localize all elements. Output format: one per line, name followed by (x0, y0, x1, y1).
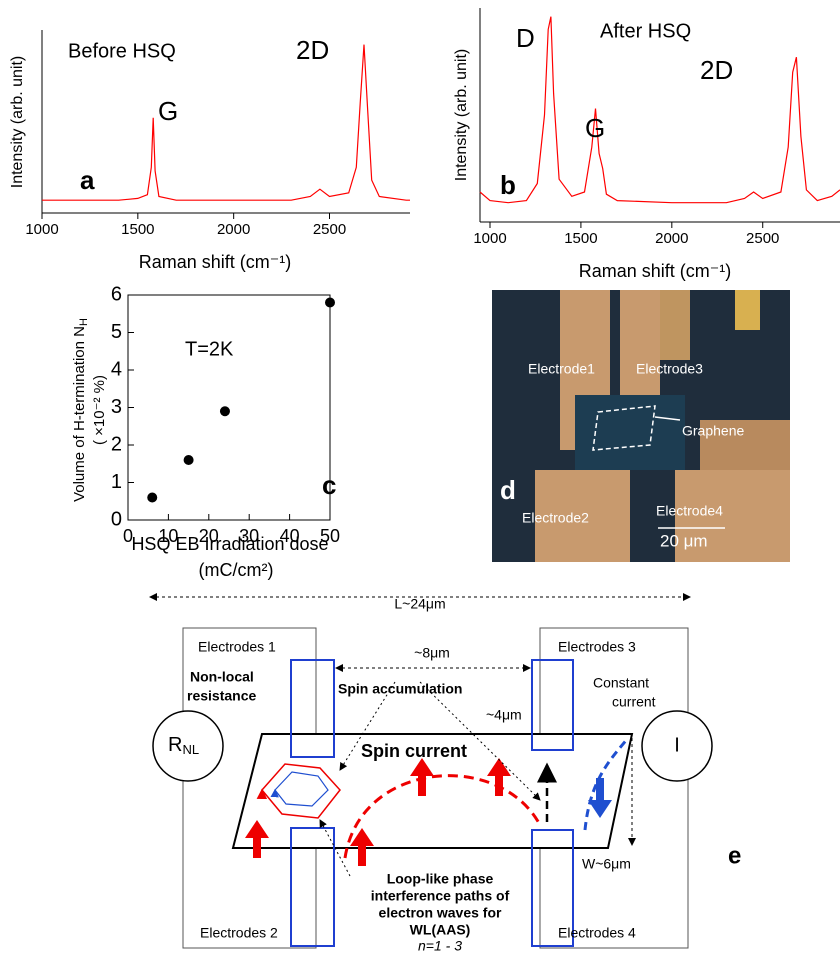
annotation: D (516, 23, 535, 53)
annotation: 2D (296, 35, 329, 65)
gap-label: ~8μm (414, 645, 450, 661)
y-tick-label: 0 (111, 508, 122, 530)
photo-label: Electrode4 (656, 503, 723, 519)
nonlocal-label: resistance (187, 688, 256, 704)
photo-label: Graphene (682, 423, 744, 439)
length-label: L~24μm (394, 596, 445, 612)
y-tick-label: 2 (111, 433, 122, 455)
electrode-label: Electrodes 1 (198, 639, 276, 655)
data-point (147, 493, 157, 503)
constant-current-label: current (612, 694, 656, 710)
photo-label: Electrode1 (528, 361, 595, 377)
annotation: b (500, 170, 516, 200)
loop-label: WL(AAS) (410, 922, 471, 938)
annotation: G (585, 113, 605, 143)
data-point (325, 298, 335, 308)
y-axis-label: Intensity (arb. unit) (453, 49, 470, 182)
y-tick-label: 6 (111, 283, 122, 305)
loop-label: electron waves for (379, 905, 502, 921)
w-label: W~6μm (582, 856, 631, 872)
spin-current-label: Spin current (361, 741, 467, 761)
spectrum-line (42, 45, 410, 201)
x-tick-label: 1500 (121, 221, 154, 238)
loop-label: interference paths of (371, 888, 510, 904)
x-tick-label: 1500 (564, 230, 597, 247)
x-axis-label: Raman shift (cm⁻¹) (579, 261, 732, 281)
y-axis-label-text: Volume of H-termination N (71, 326, 88, 502)
figure: Electrode1 Electrode3 Graphene Electrode… (0, 0, 840, 952)
y-tick-label: 3 (111, 396, 122, 418)
annotation: G (158, 96, 178, 126)
x-tick-label: 2500 (746, 230, 779, 247)
annotation: a (80, 165, 95, 195)
photo-label: Electrode2 (522, 510, 589, 526)
annotation: c (322, 470, 336, 500)
panel-label: d (500, 475, 516, 505)
x-tick-label: 2000 (217, 221, 250, 238)
y-tick-label: 1 (111, 471, 122, 493)
scale-bar-label: 20 μm (660, 531, 708, 550)
data-point (220, 406, 230, 416)
y-axis-label: Intensity (arb. unit) (9, 56, 26, 189)
annotation: 2D (700, 55, 733, 85)
x-axis-unit: (mC/cm²) (199, 560, 274, 580)
constant-current-label: Constant (593, 675, 649, 691)
x-tick-label: 1000 (25, 221, 58, 238)
electrode-label: Electrodes 4 (558, 925, 636, 941)
annotation: Before HSQ (68, 40, 176, 62)
x-axis-label: HSQ EB Irradiation dose (131, 534, 328, 554)
annotation: T=2K (185, 338, 234, 360)
y-tick-label: 4 (111, 358, 122, 380)
n-label: n=1 - 3 (418, 938, 462, 952)
x-axis-label: Raman shift (cm⁻¹) (139, 252, 292, 272)
y-axis-unit: ( ×10⁻² %) (91, 375, 108, 445)
rnl-sub: NL (182, 742, 199, 757)
rnl-main: R (168, 734, 182, 756)
chart: 1000 1500 2000 2500 Raman shift (cm⁻¹) Intens… (453, 8, 840, 281)
x-tick-label: 2500 (313, 221, 346, 238)
width-label: ~4μm (486, 707, 522, 723)
chart: 1000 1500 2000 2500 Raman shift (cm⁻¹) Intens… (9, 30, 410, 272)
electrode-label: Electrodes 3 (558, 639, 636, 655)
panel-label: e (728, 842, 741, 869)
x-tick-label: 1000 (473, 230, 506, 247)
current-label: I (674, 734, 680, 756)
data-point (184, 455, 194, 465)
nonlocal-label: Non-local (190, 669, 254, 685)
y-axis-label: Volume of H-termination NH (71, 318, 90, 502)
plot-frame (128, 295, 330, 520)
y-axis-label-text: Intensity (arb. unit) (9, 56, 26, 189)
loop-label: Loop-like phase (387, 871, 494, 887)
y-axis-label-sub: H (78, 318, 90, 326)
x-tick-label: 2000 (655, 230, 688, 247)
annotation: After HSQ (600, 20, 691, 42)
y-tick-label: 5 (111, 321, 122, 343)
photo-label: Electrode3 (636, 361, 703, 377)
electrode-label: Electrodes 2 (200, 925, 278, 941)
spin-accumulation-label: Spin accumulation (338, 681, 462, 697)
y-axis-label-text: Intensity (arb. unit) (453, 49, 470, 182)
